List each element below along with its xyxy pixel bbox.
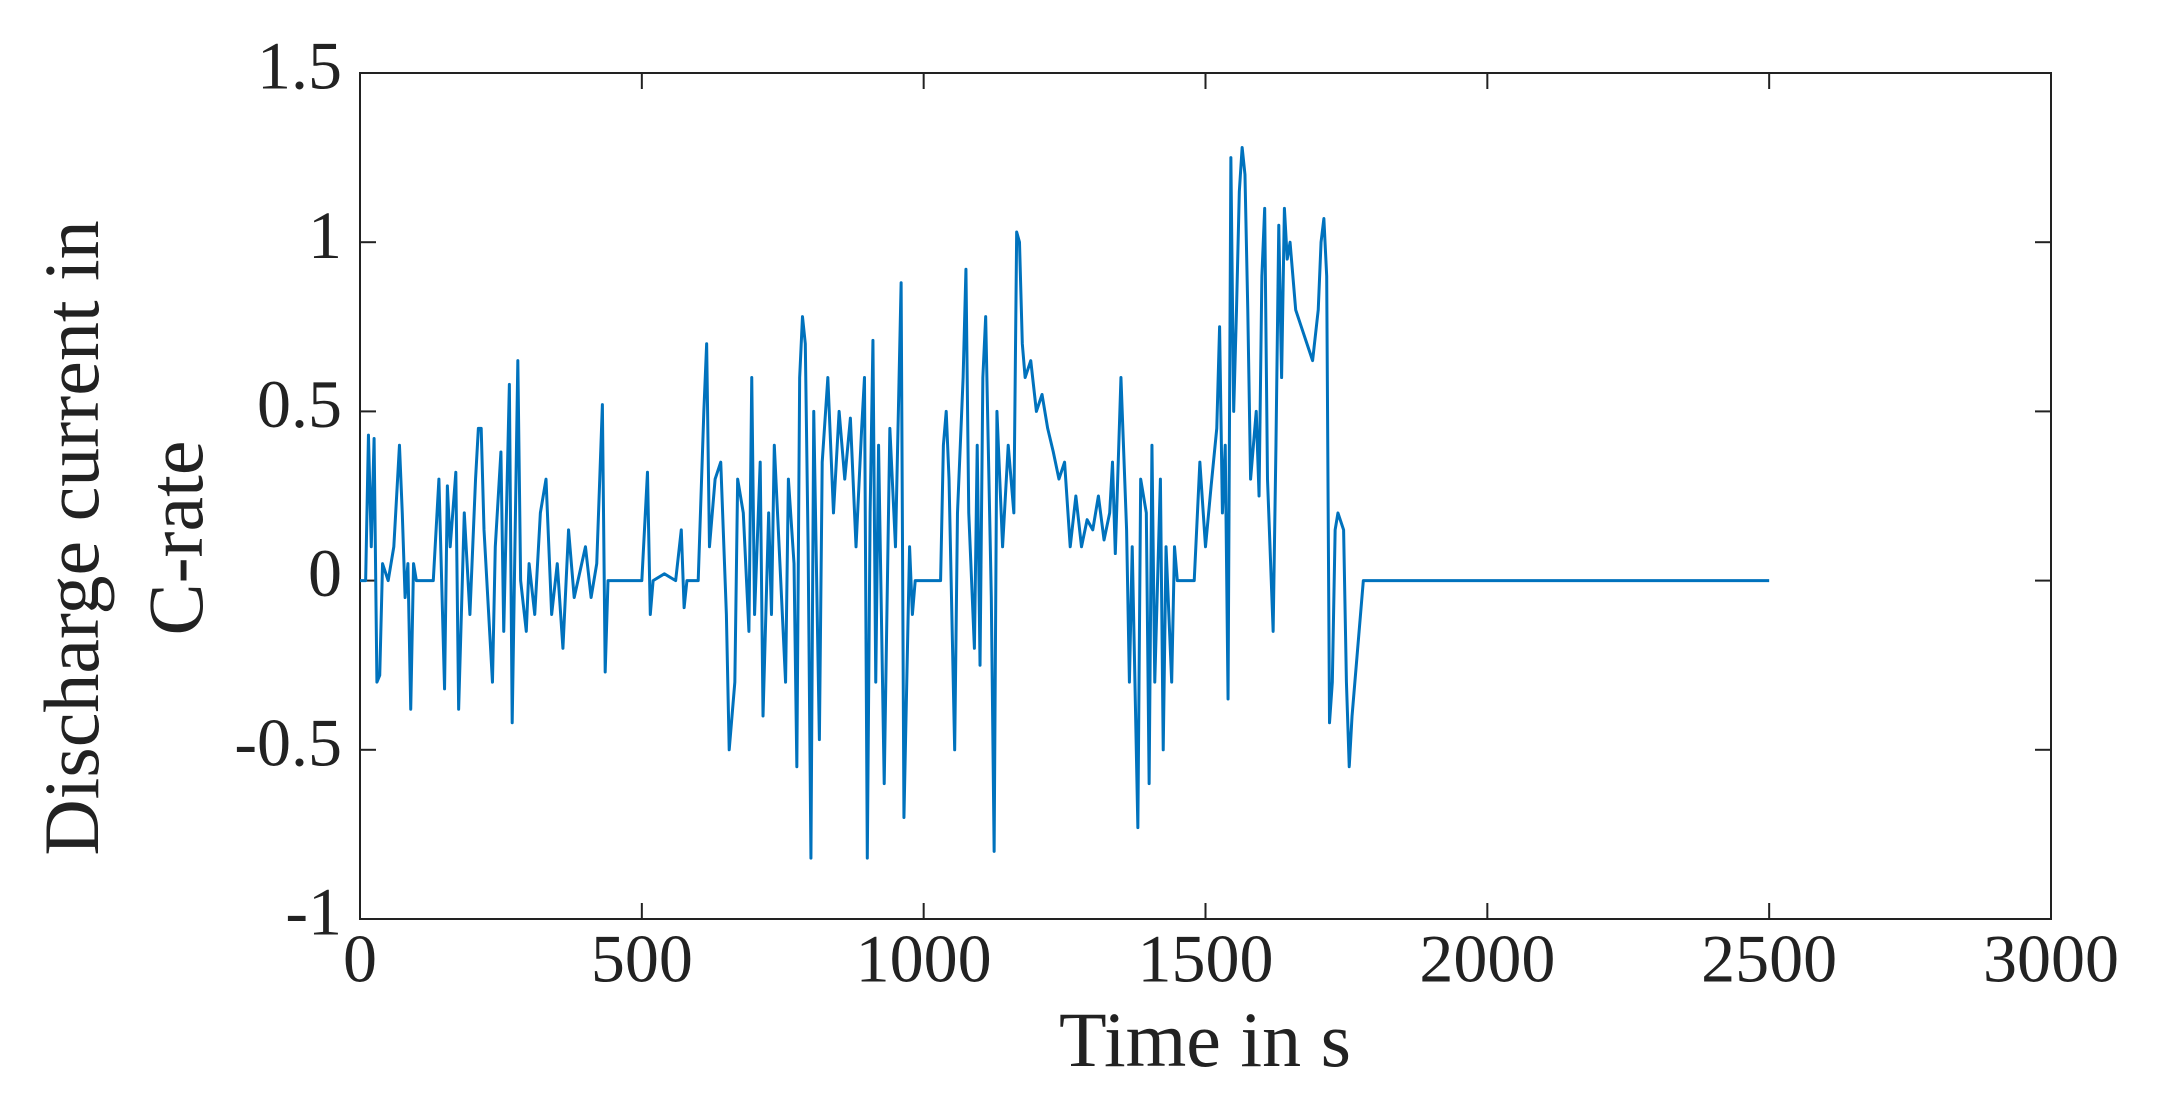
data-line — [360, 145, 1770, 860]
x-tick-label: 2500 — [1701, 921, 1837, 997]
y-tick-label: 0 — [308, 535, 342, 611]
x-tick-label: 2000 — [1419, 921, 1555, 997]
y-tick-label: -1 — [285, 874, 342, 950]
y-tick-label: -0.5 — [234, 704, 342, 780]
y-tick-label: 1 — [308, 197, 342, 273]
y-axis-label-line: C-rate — [132, 441, 219, 636]
x-tick-label: 1500 — [1138, 921, 1274, 997]
x-tick-label: 500 — [591, 921, 693, 997]
plot-frame — [359, 72, 2052, 920]
x-axis-label: Time in s — [1059, 996, 1351, 1083]
y-tick-label: 1.5 — [257, 28, 342, 104]
x-tick-label: 3000 — [1983, 921, 2119, 997]
x-tick-label: 1000 — [856, 921, 992, 997]
y-tick-label: 0.5 — [257, 366, 342, 442]
y-axis-label-line: Discharge current in — [28, 220, 115, 855]
y-axis-label: Discharge current in C-rate — [28, 220, 219, 855]
x-tick-label: 0 — [343, 921, 377, 997]
